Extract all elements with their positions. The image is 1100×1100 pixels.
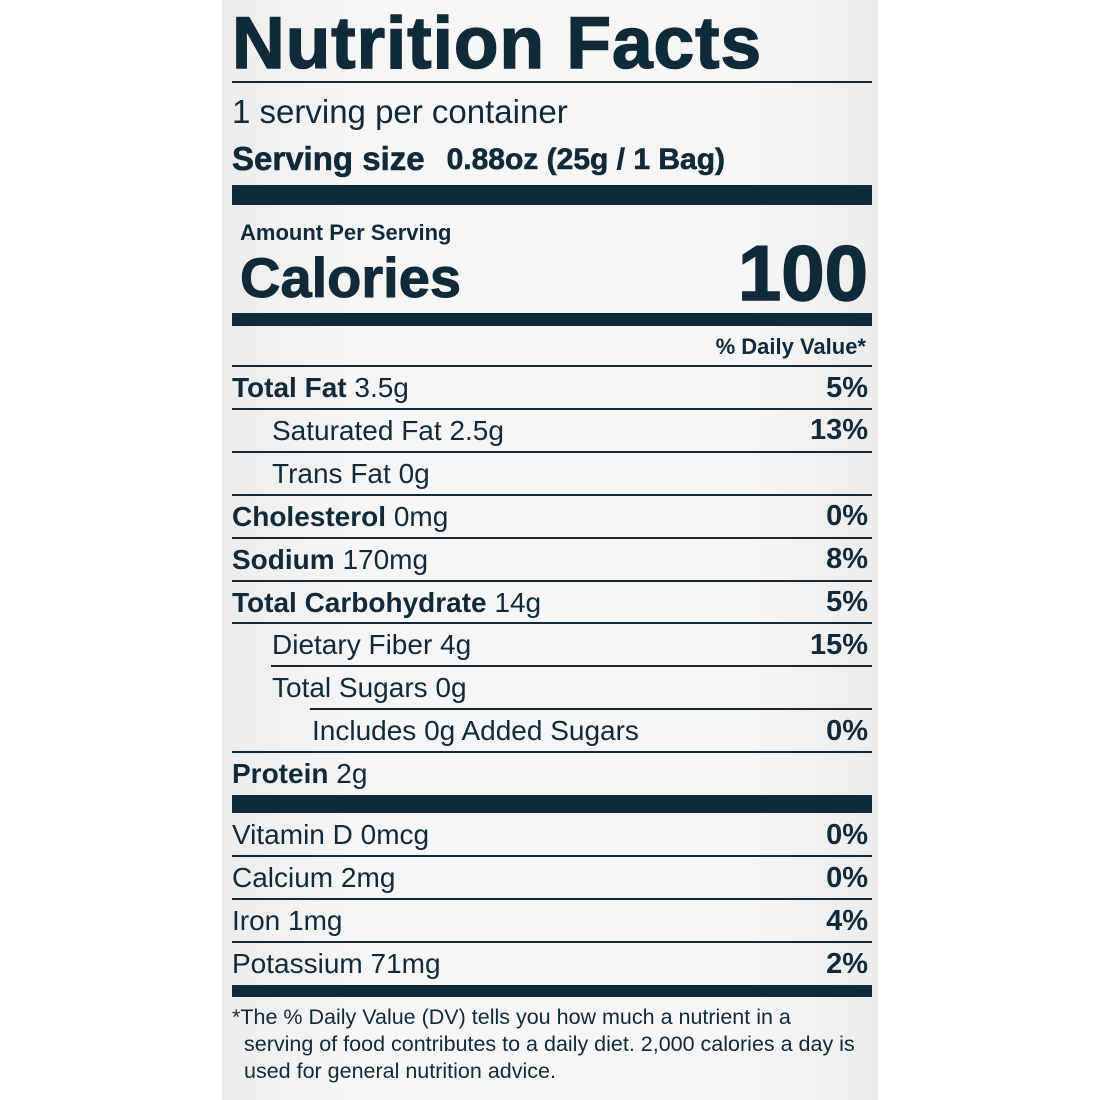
nutrient: Sodium 170mg xyxy=(232,544,428,576)
nutrient-amount: 1mg xyxy=(288,905,343,936)
nutrient-row: Trans Fat 0g xyxy=(232,453,868,495)
nutrient-name: Vitamin D xyxy=(232,819,353,850)
nutrient-name: Trans Fat xyxy=(272,457,391,489)
nutrient-amount: 0mg xyxy=(393,500,449,532)
nutrient-name: Saturated Fat xyxy=(272,414,442,446)
daily-value: 15% xyxy=(809,628,868,661)
daily-value: 0% xyxy=(826,818,868,851)
nutrient-row: Total Carbohydrate 14g 5% xyxy=(232,582,868,624)
nutrient-amount: 2.5g xyxy=(449,414,504,446)
divider xyxy=(232,536,872,539)
nutrient: Cholesterol 0mg xyxy=(232,501,448,533)
divider xyxy=(232,855,872,857)
daily-value: 0% xyxy=(826,500,868,533)
daily-value: 5% xyxy=(826,586,868,618)
daily-value-header: % Daily Value* xyxy=(715,334,866,359)
footnote: *The % Daily Value (DV) tells you how mu… xyxy=(232,1005,855,1083)
nutrient-amount: 170mg xyxy=(342,543,429,575)
divider xyxy=(310,708,872,711)
nutrient-name: Includes 0g Added Sugars xyxy=(312,715,639,747)
calories-value: 100 xyxy=(737,228,869,318)
calories-label: Calories xyxy=(240,246,462,310)
daily-value: 4% xyxy=(826,904,868,937)
divider xyxy=(232,81,872,83)
nutrient-row: Potassium 71mg 2% xyxy=(232,943,868,985)
serving-size-value: 0.88oz (25g / 1 Bag) xyxy=(446,143,726,177)
nutrient-name: Sodium xyxy=(232,543,335,575)
divider xyxy=(232,493,872,496)
daily-value: 5% xyxy=(826,371,868,404)
nutrient-amount: 2mg xyxy=(340,862,396,893)
nutrient-row: Dietary Fiber 4g 15% xyxy=(232,624,868,666)
nutrient: Potassium 71mg xyxy=(232,948,441,980)
nutrient-row: Calcium 2mg 0% xyxy=(232,857,868,899)
label-panel xyxy=(222,0,878,1100)
nutrient: Vitamin D 0mcg xyxy=(232,819,429,851)
nutrient-name: Iron xyxy=(232,905,281,936)
nutrient-name: Dietary Fiber xyxy=(272,629,433,661)
nutrient: Protein 2g xyxy=(232,758,367,790)
nutrient-row: Sodium 170mg 8% xyxy=(232,539,868,581)
nutrient: Total Fat 3.5g xyxy=(232,372,409,404)
nutrient-amount: 0g xyxy=(398,457,430,489)
nutrient-row: Vitamin D 0mcg 0% xyxy=(232,814,868,856)
nutrient-row: Protein 2g xyxy=(232,753,868,795)
nutrient: Includes 0g Added Sugars xyxy=(312,715,639,747)
daily-value: 13% xyxy=(809,414,868,447)
nutrient: Total Carbohydrate 14g xyxy=(232,587,541,619)
divider xyxy=(232,579,872,582)
nutrient: Saturated Fat 2.5g xyxy=(272,415,504,447)
nutrient-amount: 0g xyxy=(435,672,467,704)
daily-value: 0% xyxy=(826,714,868,747)
nutrient-name: Calcium xyxy=(232,862,334,893)
thick-bar xyxy=(232,313,872,326)
nutrient-name: Potassium xyxy=(232,948,363,979)
nutrient-name: Total Sugars xyxy=(272,672,428,704)
thick-bar xyxy=(232,985,872,997)
nutrient-row: Saturated Fat 2.5g 13% xyxy=(232,410,868,452)
divider xyxy=(232,898,872,900)
nutrient-amount: 0mcg xyxy=(360,819,430,850)
nutrient-amount: 14g xyxy=(494,586,542,618)
divider xyxy=(232,751,872,754)
label-title: Nutrition Facts xyxy=(231,2,763,85)
divider xyxy=(232,407,872,410)
divider xyxy=(232,941,872,943)
nutrient-amount: 2g xyxy=(336,758,368,790)
daily-value: 2% xyxy=(826,947,868,980)
nutrient: Trans Fat 0g xyxy=(272,458,430,490)
divider xyxy=(232,622,872,625)
nutrient-row: Total Fat 3.5g 5% xyxy=(232,367,868,409)
nutrient-name: Total Carbohydrate xyxy=(232,586,487,618)
nutrient: Iron 1mg xyxy=(232,905,343,937)
nutrient: Calcium 2mg xyxy=(232,862,395,894)
amount-per-serving: Amount Per Serving xyxy=(240,220,452,245)
nutrient-name: Protein xyxy=(232,758,329,790)
nutrient-name: Cholesterol xyxy=(232,500,387,532)
nutrient-amount: 71mg xyxy=(370,948,441,979)
serving-size-label: Serving size xyxy=(232,140,425,178)
nutrient-amount: 4g xyxy=(440,629,472,661)
servings: 1 serving per container xyxy=(232,93,568,130)
nutrient-row: Iron 1mg 4% xyxy=(232,900,868,942)
nutrient-row: Total Sugars 0g xyxy=(232,667,868,709)
nutrient: Dietary Fiber 4g xyxy=(272,629,471,661)
nutrient-amount: 3.5g xyxy=(354,372,409,403)
nutrient-row: Cholesterol 0mg 0% xyxy=(232,496,868,538)
divider xyxy=(232,365,872,367)
nutrient-row: Includes 0g Added Sugars 0% xyxy=(232,710,868,752)
divider xyxy=(271,665,872,668)
thick-bar xyxy=(232,795,872,813)
thick-bar xyxy=(232,185,872,205)
nutrient: Total Sugars 0g xyxy=(272,672,467,704)
nutrient-name: Total Fat xyxy=(232,372,347,403)
daily-value: 0% xyxy=(826,861,868,894)
divider xyxy=(232,450,872,453)
serving-size: Serving size 0.88oz (25g / 1 Bag) xyxy=(232,140,868,178)
daily-value: 8% xyxy=(826,543,868,576)
